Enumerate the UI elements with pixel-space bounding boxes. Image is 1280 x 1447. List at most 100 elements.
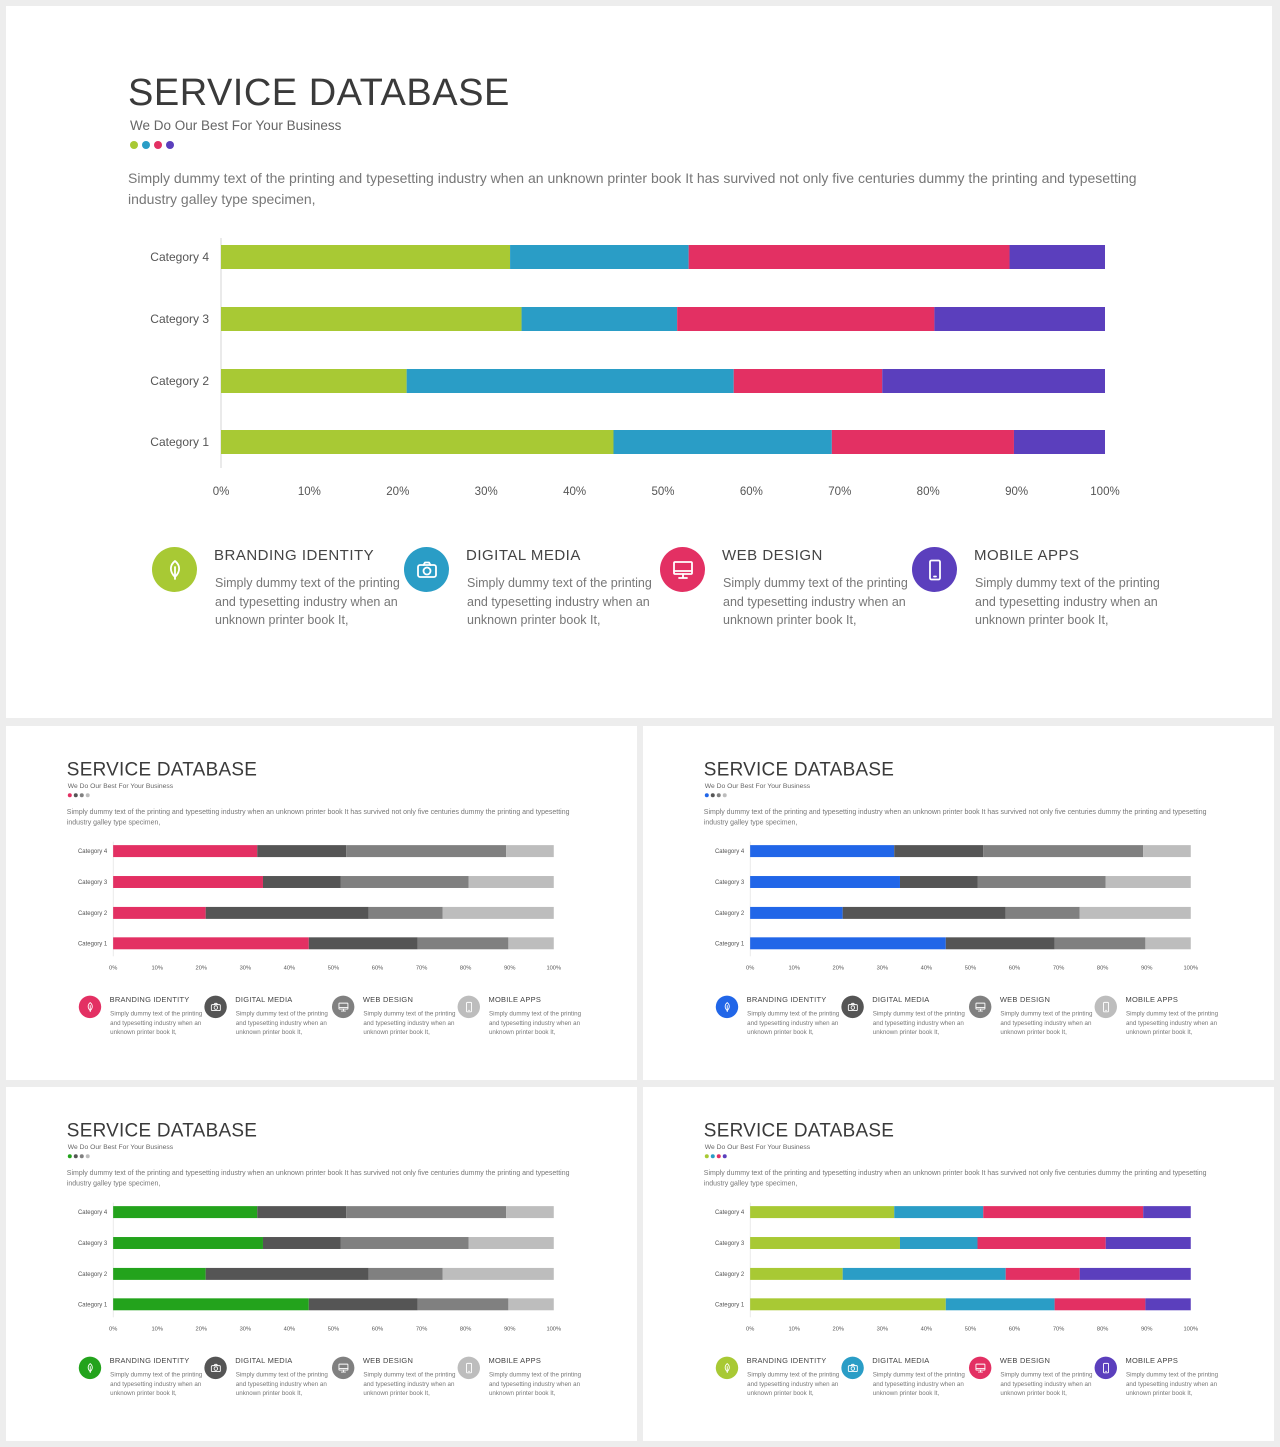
feature-title: BRANDING IDENTITY xyxy=(109,995,190,1005)
x-tick-label: 50% xyxy=(965,966,976,972)
x-tick-label: 20% xyxy=(833,966,844,972)
bar-segment xyxy=(831,430,1014,454)
x-tick-label: 20% xyxy=(386,486,409,498)
slide-2[interactable]: SERVICE DATABASE We Do Our Best For Your … xyxy=(6,726,637,1080)
feature-description: Simply dummy text of the printing and ty… xyxy=(488,1010,582,1036)
camera-icon xyxy=(204,1356,227,1380)
bar-segment xyxy=(417,1298,509,1311)
feature-item: WEB DESIGN Simply dummy text of the print… xyxy=(968,993,1094,1048)
bar-segment xyxy=(468,876,554,888)
slide-title: SERVICE DATABASE xyxy=(66,758,258,780)
bar-segment xyxy=(750,1206,895,1219)
bar-segment xyxy=(346,845,507,858)
feature-description: Simply dummy text of the printing and ty… xyxy=(235,1010,328,1036)
feature-description: Simply dummy text of the printing and ty… xyxy=(747,1371,840,1397)
bar-segment xyxy=(842,906,1006,919)
x-tick-label: 10% xyxy=(788,1327,799,1333)
feature-item: WEB DESIGN Simply dummy text of the print… xyxy=(660,541,910,651)
slide-subtitle: We Do Our Best For Your Business xyxy=(704,781,811,790)
x-tick-label: 0% xyxy=(109,966,117,972)
feature-item: DIGITAL MEDIA Simply dummy text of the pr… xyxy=(841,1354,966,1409)
feature-description: Simply dummy text of the printing and ty… xyxy=(1125,1371,1219,1397)
x-tick-label: 100% xyxy=(546,966,561,972)
bar-segment xyxy=(205,906,369,919)
category-label: Category 2 xyxy=(78,911,108,917)
x-tick-label: 30% xyxy=(475,486,498,498)
bar-segment xyxy=(468,1237,554,1249)
bar-segment xyxy=(1009,245,1105,269)
feature-title: MOBILE APPS xyxy=(488,1356,542,1366)
feature-description: Simply dummy text of the printing and ty… xyxy=(872,1010,965,1036)
bar-segment xyxy=(368,906,443,919)
bar-segment xyxy=(750,1237,900,1249)
color-dot xyxy=(73,1154,78,1159)
feature-description: Simply dummy text of the printing and ty… xyxy=(872,1371,965,1397)
camera-icon xyxy=(204,995,227,1019)
x-tick-label: 40% xyxy=(563,486,586,498)
color-dot xyxy=(85,793,90,798)
slide-3[interactable]: SERVICE DATABASE We Do Our Best For Your … xyxy=(643,726,1274,1080)
feature-item: MOBILE APPS Simply dummy text of the prin… xyxy=(457,993,583,1048)
camera-icon xyxy=(841,1356,864,1380)
slide-1[interactable]: SERVICE DATABASE We Do Our Best For Your … xyxy=(6,6,1272,718)
x-tick-label: 40% xyxy=(284,966,295,972)
x-tick-label: 90% xyxy=(504,966,515,972)
bar-segment xyxy=(688,245,1010,269)
feature-title: WEB DESIGN xyxy=(999,1356,1051,1366)
color-dot xyxy=(166,141,174,149)
feature-title: MOBILE APPS xyxy=(1125,995,1179,1005)
feature-item: WEB DESIGN Simply dummy text of the print… xyxy=(331,993,457,1048)
bar-segment xyxy=(899,1237,978,1249)
x-tick-label: 80% xyxy=(917,486,940,498)
features-row: BRANDING IDENTITY Simply dummy text of th… xyxy=(715,993,1229,1053)
color-dot xyxy=(85,1154,90,1159)
bar-segment xyxy=(945,1298,1055,1311)
x-tick-label: 40% xyxy=(921,966,932,972)
x-tick-label: 40% xyxy=(921,1327,932,1333)
leaf-icon xyxy=(715,995,739,1019)
feature-item: DIGITAL MEDIA Simply dummy text of the pr… xyxy=(841,993,966,1048)
bar-segment xyxy=(113,906,206,919)
feature-item: MOBILE APPS Simply dummy text of the prin… xyxy=(1094,993,1220,1048)
bar-segment xyxy=(113,876,263,888)
feature-item: DIGITAL MEDIA Simply dummy text of the pr… xyxy=(204,993,329,1048)
stacked-bar-chart: Category 1 Category 2 Category 3 Category 4… xyxy=(6,6,1272,718)
slide-5[interactable]: SERVICE DATABASE We Do Our Best For Your … xyxy=(643,1087,1274,1441)
feature-item: BRANDING IDENTITY Simply dummy text of th… xyxy=(78,1354,204,1409)
feature-description: Simply dummy text of the printing and ty… xyxy=(215,576,400,627)
x-tick-label: 100% xyxy=(1090,486,1119,498)
slide-subtitle: We Do Our Best For Your Business xyxy=(704,1142,811,1151)
feature-title: BRANDING IDENTITY xyxy=(746,995,827,1005)
leaf-icon xyxy=(715,1356,739,1380)
feature-title: DIGITAL MEDIA xyxy=(235,995,293,1005)
feature-item: BRANDING IDENTITY Simply dummy text of th… xyxy=(715,993,841,1048)
feature-item: DIGITAL MEDIA Simply dummy text of the pr… xyxy=(404,541,654,651)
color-dot xyxy=(73,793,78,798)
feature-item: MOBILE APPS Simply dummy text of the prin… xyxy=(1094,1354,1220,1409)
color-dot xyxy=(704,1154,709,1159)
color-dot xyxy=(710,1154,715,1159)
intro-text: Simply dummy text of the printing and ty… xyxy=(703,807,1207,827)
category-label: Category 3 xyxy=(150,312,209,326)
x-tick-label: 70% xyxy=(828,486,851,498)
bar-segment xyxy=(262,1237,341,1249)
leaf-icon xyxy=(78,995,102,1019)
bar-segment xyxy=(1105,876,1191,888)
x-tick-label: 60% xyxy=(372,1327,383,1333)
bar-segment xyxy=(406,369,734,393)
color-dots xyxy=(67,1154,90,1159)
bar-segment xyxy=(1005,906,1080,919)
x-tick-label: 80% xyxy=(460,966,471,972)
slide-4[interactable]: SERVICE DATABASE We Do Our Best For Your … xyxy=(6,1087,637,1441)
bar-segment xyxy=(346,1206,507,1219)
x-tick-label: 0% xyxy=(746,1327,754,1333)
feature-description: Simply dummy text of the printing and ty… xyxy=(975,576,1160,627)
feature-description: Simply dummy text of the printing and ty… xyxy=(1000,1010,1093,1036)
bar-segment xyxy=(945,937,1055,950)
color-dot xyxy=(722,793,727,798)
feature-description: Simply dummy text of the printing and ty… xyxy=(110,1010,203,1036)
feature-title: DIGITAL MEDIA xyxy=(235,1356,293,1366)
bar-segment xyxy=(442,1267,554,1280)
bar-segment xyxy=(1079,1267,1191,1280)
color-dot xyxy=(716,1154,721,1159)
